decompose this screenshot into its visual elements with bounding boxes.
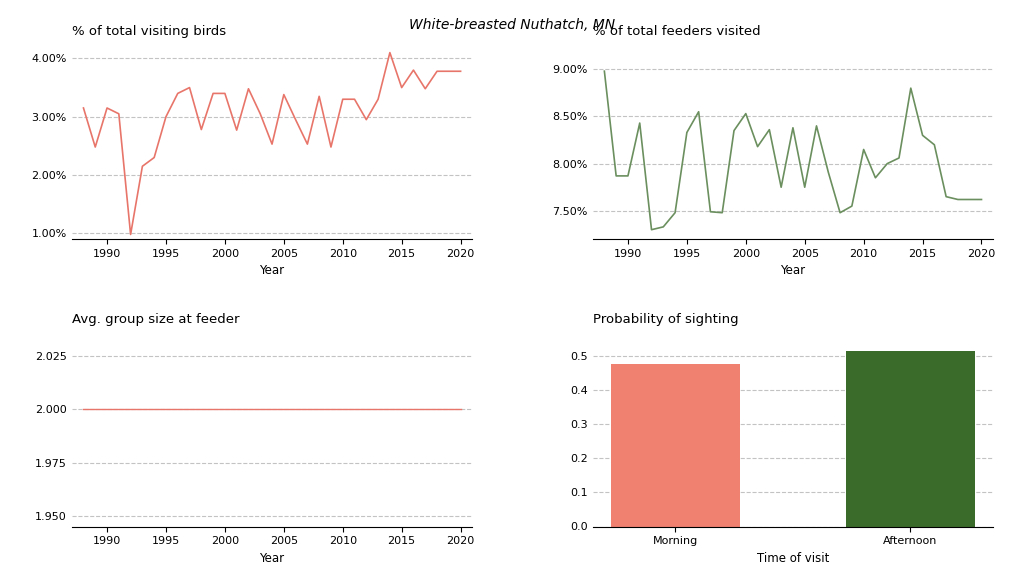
X-axis label: Time of visit: Time of visit [757,552,829,565]
X-axis label: Year: Year [259,264,285,277]
Text: Probability of sighting: Probability of sighting [593,313,738,326]
Bar [610,364,740,526]
Text: % of total feeders visited: % of total feeders visited [593,25,760,39]
Text: Avg. group size at feeder: Avg. group size at feeder [72,313,240,326]
X-axis label: Year: Year [259,552,285,565]
X-axis label: Year: Year [780,264,806,277]
Text: % of total visiting birds: % of total visiting birds [72,25,226,39]
Text: White-breasted Nuthatch, MN: White-breasted Nuthatch, MN [409,18,615,32]
Bar [846,350,975,526]
